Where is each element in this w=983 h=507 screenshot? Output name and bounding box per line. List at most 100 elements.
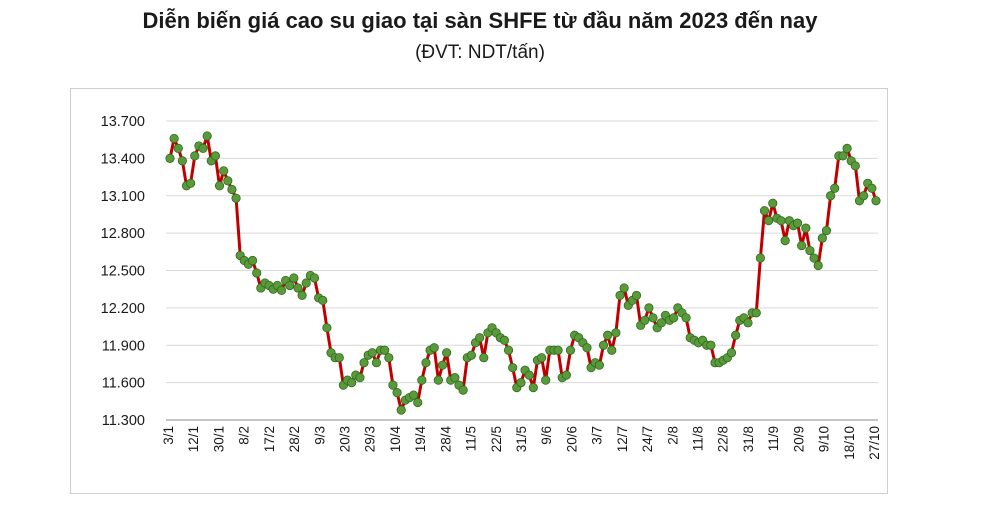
x-tick-label: 29/3 (363, 426, 378, 452)
x-tick-label: 17/2 (262, 426, 277, 452)
data-point (809, 253, 819, 263)
x-tick-label: 9/3 (312, 426, 327, 445)
data-point (276, 285, 287, 296)
x-tick-label: 20/9 (791, 426, 806, 452)
data-point (442, 348, 452, 358)
y-tick-label: 13.700 (101, 114, 145, 130)
data-point (821, 226, 832, 236)
data-point (210, 151, 221, 161)
x-tick-label: 18/10 (842, 426, 857, 460)
data-point (817, 233, 827, 243)
data-point (499, 335, 510, 345)
data-point (384, 353, 394, 363)
x-tick-label: 22/5 (489, 426, 504, 452)
x-tick-label: 20/3 (338, 426, 353, 452)
data-point (603, 330, 613, 340)
data-point (825, 191, 836, 201)
data-point (169, 133, 179, 144)
x-tick-label: 3/1 (161, 426, 176, 445)
x-tick-label: 8/2 (237, 426, 252, 445)
data-point (227, 184, 237, 195)
data-point (231, 193, 241, 203)
data-point (186, 178, 196, 188)
data-point (293, 283, 303, 293)
data-point (731, 330, 741, 340)
y-tick-label: 11.900 (102, 338, 145, 354)
data-point (165, 153, 175, 163)
data-point (173, 143, 183, 154)
data-point (681, 313, 691, 323)
data-point (433, 375, 443, 385)
data-point (516, 378, 526, 388)
data-point (607, 345, 617, 355)
y-tick-label: 13.400 (101, 151, 145, 167)
data-point (318, 295, 328, 305)
x-tick-label: 19/4 (413, 426, 428, 453)
data-point (801, 223, 811, 233)
data-point (413, 397, 423, 408)
x-tick-label: 27/10 (867, 426, 882, 460)
y-tick-label: 13.100 (101, 189, 145, 205)
data-point (648, 313, 658, 323)
data-point (359, 358, 369, 368)
x-tick-label: 24/7 (640, 426, 655, 452)
data-point (466, 350, 476, 360)
data-point (177, 156, 187, 166)
data-point (301, 278, 311, 288)
x-tick-label: 28/4 (438, 426, 453, 453)
x-tick-label: 12/7 (615, 426, 630, 452)
x-tick-label: 30/1 (211, 426, 226, 452)
data-point (780, 236, 790, 246)
data-point (479, 353, 489, 363)
data-point (640, 315, 650, 325)
data-point (792, 218, 803, 228)
data-point (726, 348, 737, 358)
x-tick-label: 2/8 (665, 426, 680, 445)
data-point (850, 161, 860, 171)
x-tick-label: 10/4 (388, 426, 403, 453)
data-point (553, 345, 563, 355)
data-point (190, 151, 200, 161)
x-tick-label: 11/9 (766, 426, 781, 451)
data-point (830, 183, 840, 193)
data-point (408, 390, 419, 400)
data-point (334, 353, 344, 363)
data-point (202, 131, 212, 141)
x-tick-label: 20/6 (564, 426, 579, 452)
data-point (598, 340, 609, 350)
data-point (611, 328, 621, 338)
data-point (644, 303, 654, 313)
data-point (528, 383, 538, 393)
data-point (219, 166, 229, 176)
data-point (421, 358, 431, 368)
data-point (706, 340, 716, 350)
data-point (656, 318, 666, 328)
data-point (247, 255, 258, 266)
data-point (380, 345, 390, 355)
data-point (565, 345, 576, 355)
data-point (805, 245, 815, 256)
data-point (561, 370, 571, 380)
data-point (776, 216, 786, 226)
data-point (417, 375, 427, 385)
y-tick-label: 12.200 (101, 301, 145, 317)
y-tick-label: 12.500 (101, 264, 145, 280)
data-point (450, 373, 460, 383)
chart-subtitle: (ĐVT: NDT/tấn) (415, 42, 545, 63)
x-tick-label: 9/6 (539, 426, 554, 445)
data-point (768, 198, 778, 208)
data-point (475, 333, 485, 343)
data-point (751, 308, 761, 318)
data-point (252, 268, 262, 278)
x-tick-label: 12/1 (186, 426, 201, 452)
data-point (508, 363, 518, 373)
data-point (396, 405, 406, 415)
chart-title: Diễn biến giá cao su giao tại sàn SHFE t… (142, 8, 818, 33)
data-point (223, 176, 233, 186)
data-point (619, 283, 629, 293)
data-point (322, 323, 332, 333)
x-tick-label: 11/8 (691, 426, 706, 451)
y-tick-label: 12.800 (101, 226, 145, 242)
x-tick-label: 11/5 (464, 426, 479, 451)
